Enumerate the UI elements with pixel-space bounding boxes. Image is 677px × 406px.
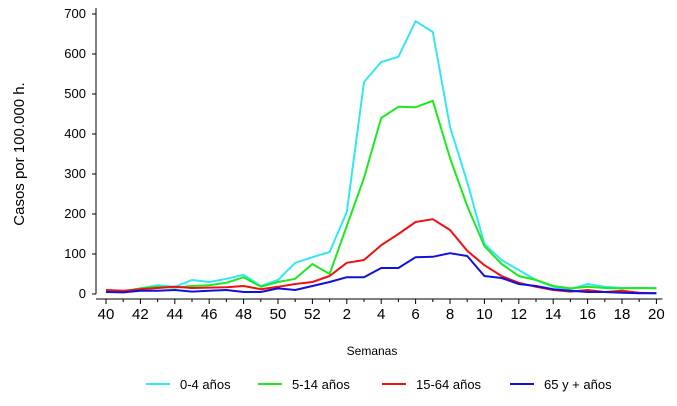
y-tick-label: 500 (64, 86, 86, 101)
x-tick-label: 40 (98, 306, 115, 323)
series-line-4 (105, 252, 657, 295)
y-tick-label: 200 (64, 206, 86, 221)
x-tick-label: 10 (476, 306, 493, 323)
x-tick-label: 8 (446, 306, 454, 323)
y-axis-ticks: 0 100 200 300 400 500 600 700 (64, 6, 96, 301)
y-axis-title: Casos por 100.000 h. (11, 82, 28, 225)
x-tick-label: 44 (166, 306, 183, 323)
y-tick-label: 0 (79, 286, 86, 301)
x-tick-label: 12 (510, 306, 527, 323)
x-tick-label: 16 (579, 306, 596, 323)
y-tick-label: 400 (64, 126, 86, 141)
x-tick-label: 18 (614, 306, 631, 323)
x-tick-label: 20 (648, 306, 665, 323)
legend-label-1: 0-4 años (180, 377, 231, 392)
y-tick-label: 100 (64, 246, 86, 261)
x-tick-label: 4 (377, 306, 385, 323)
x-tick-label: 52 (304, 306, 321, 323)
series-lines (105, 20, 657, 295)
x-tick-label: 50 (270, 306, 287, 323)
x-tick-label: 48 (235, 306, 252, 323)
legend-label-4: 65 y + años (544, 377, 612, 392)
x-axis-ticks: 40 42 44 46 48 50 52 2 4 6 8 10 12 14 16 18 20 (98, 299, 665, 323)
series-line-1 (105, 20, 657, 293)
y-tick-label: 600 (64, 46, 86, 61)
x-tick-label: 14 (545, 306, 562, 323)
x-tick-label: 2 (343, 306, 351, 323)
x-tick-label: 6 (411, 306, 419, 323)
series-line-2 (105, 99, 657, 293)
y-tick-label: 300 (64, 166, 86, 181)
x-axis-title: Semanas (347, 344, 398, 358)
x-tick-label: 46 (201, 306, 218, 323)
y-tick-label: 700 (64, 6, 86, 21)
x-tick-label: 42 (132, 306, 149, 323)
legend-label-3: 15-64 años (416, 377, 482, 392)
legend: 0-4 años 5-14 años 15-64 años 65 y + años (146, 377, 612, 392)
legend-label-2: 5-14 años (292, 377, 350, 392)
